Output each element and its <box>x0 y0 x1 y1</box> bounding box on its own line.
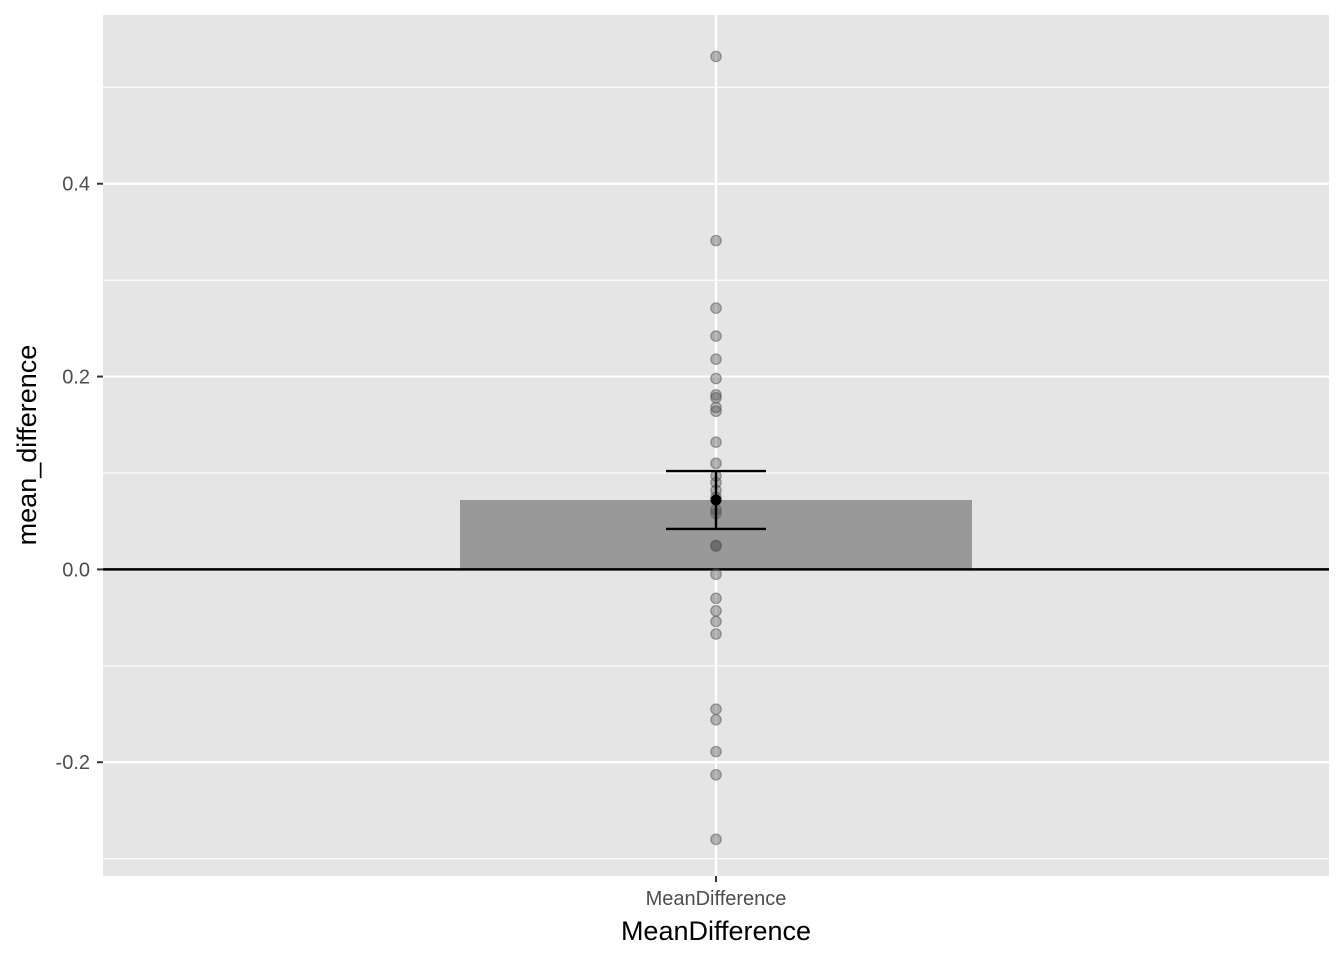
y-tick-label: 0.0 <box>62 559 90 581</box>
data-point <box>710 50 722 63</box>
y-axis: -0.2 0.0 0.2 0.4 <box>56 174 103 774</box>
data-point <box>710 457 722 470</box>
data-point <box>710 592 722 605</box>
data-point <box>710 540 722 553</box>
data-point <box>710 436 722 448</box>
data-point <box>710 372 722 385</box>
data-point <box>710 628 722 640</box>
error-bar-group <box>666 469 766 531</box>
data-point <box>710 302 722 314</box>
data-point <box>710 833 722 846</box>
data-point <box>710 745 722 758</box>
data-point <box>710 703 722 715</box>
data-point <box>710 768 722 781</box>
data-point <box>710 568 722 581</box>
data-points <box>710 50 722 846</box>
data-point <box>710 605 722 617</box>
data-point <box>710 401 722 414</box>
data-point <box>710 391 722 404</box>
x-axis-title: MeanDifference <box>621 916 811 946</box>
y-tick-label: 0.4 <box>62 174 90 196</box>
data-point <box>710 353 722 366</box>
x-tick-label: MeanDifference <box>646 888 787 910</box>
y-tick-label: 0.2 <box>62 367 90 389</box>
data-point <box>710 714 722 726</box>
data-point <box>710 405 722 418</box>
data-point <box>710 330 722 342</box>
data-point <box>710 615 722 628</box>
mean-point <box>710 494 722 506</box>
y-axis-title: mean_difference <box>12 345 42 546</box>
data-point <box>710 234 722 247</box>
y-tick-label: -0.2 <box>56 752 90 774</box>
data-point <box>710 389 722 401</box>
x-axis: MeanDifference <box>646 876 787 910</box>
